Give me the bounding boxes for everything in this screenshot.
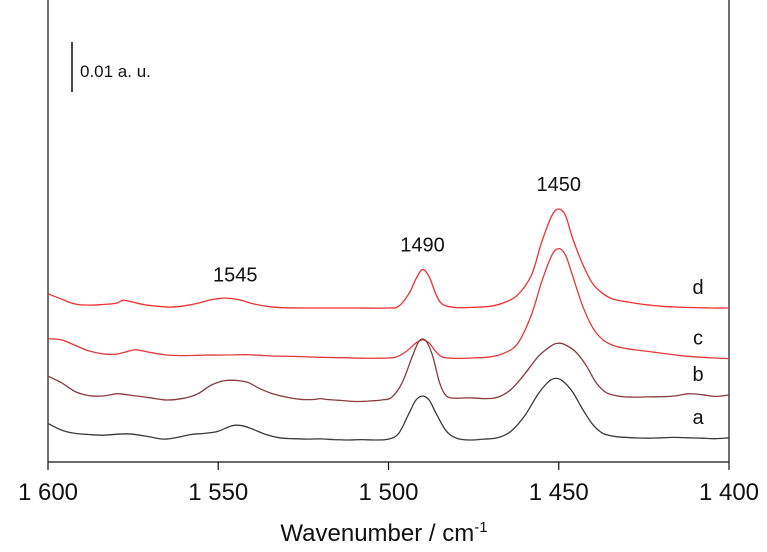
x-tick-label: 1 450 [529, 479, 589, 506]
curve-label-a: a [692, 407, 704, 429]
curve-label-c: c [693, 328, 703, 350]
spectrum-line-a [47, 377, 730, 441]
x-tick-label: 1 600 [18, 479, 78, 506]
scale-bar: 0.01 a. u. [71, 42, 151, 92]
spectrum-curves [47, 208, 730, 441]
x-tick-label: 1 550 [188, 479, 248, 506]
x-tick-label: 1 400 [699, 479, 759, 506]
curve-labels: d cba [692, 277, 704, 429]
x-axis-title-text: Wavenumber / cm [280, 520, 474, 547]
peak-annotations: 1545 1490 1450 [213, 174, 581, 287]
x-tick-label: 1 500 [358, 479, 418, 506]
scale-bar-label: 0.01 a. u. [80, 62, 151, 81]
spectrum-line-d [47, 208, 730, 309]
peak-label-1450: 1450 [537, 174, 582, 196]
x-axis-title-superscript: -1 [474, 519, 487, 536]
x-axis-title: Wavenumber / cm-1 [280, 519, 487, 547]
curve-label-d: d [692, 277, 703, 299]
spectrum-line-c [47, 247, 730, 360]
peak-label-1545: 1545 [213, 265, 258, 287]
curve-label-b: b [692, 364, 703, 386]
spectrum-line-b [47, 338, 730, 403]
x-ticks: 1 600 1 550 1 500 1 450 1 400 [18, 462, 759, 506]
peak-label-1490: 1490 [400, 235, 445, 257]
